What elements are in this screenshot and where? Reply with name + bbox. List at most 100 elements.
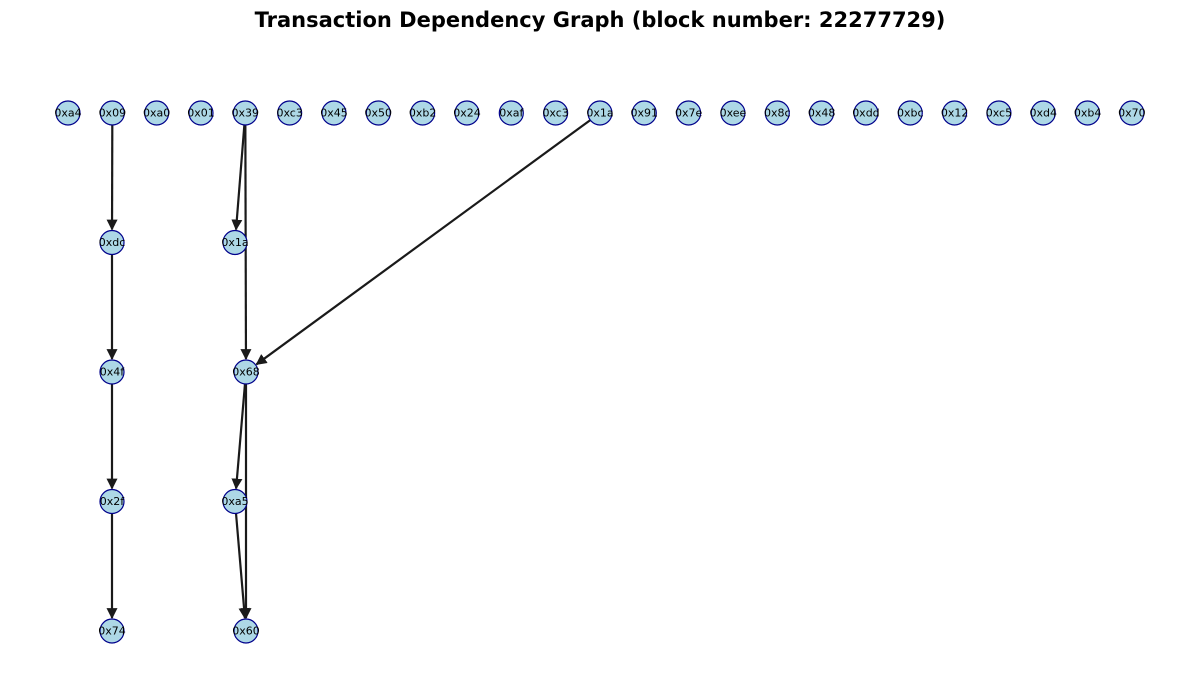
node-0x1a[interactable]: 0x1a xyxy=(221,229,249,256)
node-0x1a[interactable]: 0x1a xyxy=(586,100,614,126)
node-circle xyxy=(809,100,835,126)
node-circle xyxy=(233,618,259,644)
node-0xc5[interactable]: 0xc5 xyxy=(986,100,1012,126)
node-0x2f[interactable]: 0x2f xyxy=(99,488,126,515)
node-label: 0x60 xyxy=(232,625,260,638)
node-label: 0xa4 xyxy=(54,107,81,120)
node-label: 0xb4 xyxy=(1074,107,1102,120)
node-0x60[interactable]: 0x60 xyxy=(232,618,260,644)
node-circle xyxy=(99,488,125,515)
node-circle xyxy=(853,100,879,126)
node-0x12[interactable]: 0x12 xyxy=(941,100,969,126)
edge-0x39-to-0x1a xyxy=(231,124,246,231)
node-0xb4[interactable]: 0xb4 xyxy=(1074,100,1102,126)
node-circle xyxy=(410,100,436,126)
node-circle xyxy=(233,359,259,385)
node-label: 0x01 xyxy=(187,107,215,120)
node-0x7e[interactable]: 0x7e xyxy=(675,100,703,126)
node-circle xyxy=(188,100,214,126)
node-circle xyxy=(365,100,391,126)
node-label: 0x8c xyxy=(764,107,791,120)
graph-title: Transaction Dependency Graph (block numb… xyxy=(254,8,946,32)
node-label: 0x1a xyxy=(221,236,248,249)
node-label: 0xbc xyxy=(897,107,924,120)
node-0x01[interactable]: 0x01 xyxy=(187,100,215,126)
node-0xb2[interactable]: 0xb2 xyxy=(409,100,437,126)
nodes-layer: 0xa4 0x09 0xa0 0x01 0x39 0xc3 0x45 0x50 0xb2 0x24… xyxy=(54,100,1146,644)
node-label: 0xee xyxy=(720,107,747,120)
node-circle xyxy=(676,100,702,126)
node-0xdc[interactable]: 0xdc xyxy=(99,229,126,256)
node-0xd4[interactable]: 0xd4 xyxy=(1030,100,1058,126)
node-circle xyxy=(1074,100,1101,126)
node-label: 0xc5 xyxy=(986,107,1012,120)
node-0x39[interactable]: 0x39 xyxy=(232,100,260,126)
node-0x24[interactable]: 0x24 xyxy=(453,100,481,126)
node-circle xyxy=(99,100,125,126)
node-label: 0xdd xyxy=(852,107,879,120)
node-0x45[interactable]: 0x45 xyxy=(320,100,348,126)
edge-0x1a-to-0x68 xyxy=(255,119,591,366)
node-label: 0xb2 xyxy=(409,107,437,120)
node-0xbc[interactable]: 0xbc xyxy=(897,100,924,126)
node-circle xyxy=(222,488,248,515)
node-label: 0x2f xyxy=(100,495,126,508)
node-circle xyxy=(543,100,569,126)
node-circle xyxy=(941,100,968,126)
node-0xa5[interactable]: 0xa5 xyxy=(221,488,249,515)
edge-0x68-to-0xa5 xyxy=(231,383,247,490)
node-circle xyxy=(99,618,125,644)
node-label: 0x39 xyxy=(232,107,260,120)
node-circle xyxy=(222,229,248,256)
node-circle xyxy=(321,100,347,126)
node-label: 0x1a xyxy=(586,107,613,120)
node-circle xyxy=(720,100,746,126)
node-label: 0x70 xyxy=(1118,107,1146,120)
node-0xc3[interactable]: 0xc3 xyxy=(276,100,303,126)
node-0x68[interactable]: 0x68 xyxy=(232,359,260,385)
node-circle xyxy=(631,100,657,126)
node-0x74[interactable]: 0x74 xyxy=(98,618,126,644)
node-label: 0xc3 xyxy=(542,107,568,120)
node-0x4f[interactable]: 0x4f xyxy=(99,359,126,385)
node-0x70[interactable]: 0x70 xyxy=(1118,100,1146,126)
node-label: 0xa5 xyxy=(221,495,248,508)
edge-0xa5-to-0x60 xyxy=(234,513,250,620)
node-circle xyxy=(1030,100,1056,126)
node-0x8c[interactable]: 0x8c xyxy=(764,100,791,126)
node-circle xyxy=(454,100,480,126)
node-circle xyxy=(587,100,613,126)
node-label: 0xa0 xyxy=(143,107,170,120)
node-0x48[interactable]: 0x48 xyxy=(808,100,836,126)
node-circle xyxy=(277,100,303,126)
node-label: 0x7e xyxy=(675,107,703,120)
node-label: 0x45 xyxy=(320,107,348,120)
node-0x91[interactable]: 0x91 xyxy=(631,100,659,126)
node-circle xyxy=(99,359,125,385)
edges-layer xyxy=(106,119,591,620)
node-label: 0x12 xyxy=(941,107,969,120)
node-0xaf[interactable]: 0xaf xyxy=(498,100,524,126)
node-label: 0x48 xyxy=(808,107,836,120)
node-label: 0x50 xyxy=(365,107,393,120)
node-circle xyxy=(986,100,1012,126)
node-label: 0x68 xyxy=(232,366,260,379)
node-label: 0xaf xyxy=(499,107,524,120)
node-0x50[interactable]: 0x50 xyxy=(365,100,393,126)
node-0xdd[interactable]: 0xdd xyxy=(852,100,880,126)
node-label: 0x24 xyxy=(453,107,481,120)
node-circle xyxy=(1119,100,1145,126)
node-circle xyxy=(144,100,170,126)
node-label: 0xdc xyxy=(99,236,126,249)
node-0xa0[interactable]: 0xa0 xyxy=(143,100,170,126)
node-label: 0xd4 xyxy=(1030,107,1058,120)
node-0x09[interactable]: 0x09 xyxy=(99,100,127,126)
node-0xee[interactable]: 0xee xyxy=(720,100,747,126)
node-label: 0x74 xyxy=(98,625,126,638)
node-0xc3[interactable]: 0xc3 xyxy=(542,100,569,126)
node-0xa4[interactable]: 0xa4 xyxy=(54,100,82,126)
node-circle xyxy=(55,100,81,126)
node-label: 0x4f xyxy=(100,366,126,379)
node-label: 0xc3 xyxy=(276,107,302,120)
